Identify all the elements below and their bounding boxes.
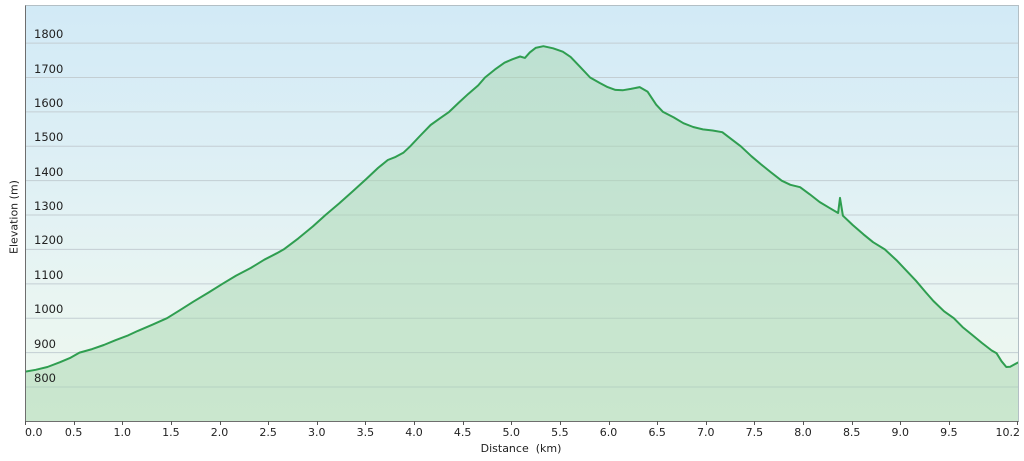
x-axis-tick	[170, 421, 172, 425]
x-axis-title: Distance (km)	[480, 442, 562, 455]
chart-svg	[26, 42, 1018, 421]
x-axis-tick	[900, 421, 902, 425]
x-axis-tick-label: 6.0	[599, 426, 618, 439]
x-axis-tick-label: 10.2	[995, 426, 1021, 439]
x-axis-tick-label: 6.5	[648, 426, 666, 439]
x-axis-tick-label: 2.5	[259, 426, 277, 439]
x-axis-tick	[365, 421, 367, 425]
x-axis-tick	[1017, 421, 1018, 425]
x-axis-tick-label: 7.5	[745, 426, 764, 439]
x-axis-tick-label: 2.0	[210, 426, 229, 439]
x-axis-tick-label: 3.0	[308, 426, 326, 439]
y-axis-tick-label: 800	[34, 370, 56, 385]
y-axis-tick-label: 1400	[34, 164, 64, 179]
x-axis-tick	[705, 421, 707, 425]
chart-plot-area: 800 900 1000 1100 1200 1300 1400 1500 1600 1700 18…	[25, 5, 1019, 422]
x-axis-tick	[754, 421, 756, 425]
x-axis-tick-label: 5.5	[551, 426, 569, 439]
x-axis-tick	[851, 421, 853, 425]
x-axis-tick	[219, 421, 221, 425]
x-axis-tick	[608, 421, 610, 425]
x-axis-tick-label: 9.0	[891, 426, 910, 439]
x-axis-tick-label: 1.5	[162, 426, 180, 439]
x-axis-tick	[803, 421, 804, 425]
x-axis-tick	[122, 421, 124, 425]
x-axis-tick	[268, 421, 270, 425]
x-axis-tick	[462, 421, 464, 425]
y-axis-tick-label: 900	[34, 336, 56, 351]
x-axis-tick-label: 8.5	[842, 426, 861, 439]
y-axis-tick-label: 1500	[34, 130, 64, 145]
x-axis-tick-label: 1.0	[113, 426, 132, 439]
x-axis-tick	[559, 421, 561, 425]
x-axis-tick	[73, 421, 75, 425]
elevation-area-fill	[26, 46, 1018, 421]
y-axis-title: Elevation (m)	[7, 180, 21, 254]
y-axis-tick-label: 1700	[34, 61, 64, 76]
x-axis-tick-label: 3.5	[356, 426, 375, 439]
x-axis-tick-label: 8.0	[794, 426, 812, 439]
x-axis-tick	[511, 421, 513, 425]
x-axis-tick	[316, 421, 318, 425]
x-axis-tick-label: 4.0	[405, 426, 423, 439]
y-axis-tick-label: 1800	[34, 27, 64, 42]
x-axis-tick	[657, 421, 659, 425]
y-axis-tick-label: 1300	[34, 199, 64, 214]
x-axis-tick-label: 4.5	[453, 426, 472, 439]
x-axis-tick	[414, 421, 415, 425]
x-axis-tick-label: 0.5	[64, 426, 83, 439]
x-axis-tick-label: 9.5	[940, 426, 958, 439]
y-axis-tick-label: 1100	[34, 267, 64, 282]
x-axis-tick-label: 5.0	[502, 426, 521, 439]
elevation-line	[26, 45, 1018, 373]
x-axis-tick	[948, 421, 950, 425]
x-axis-tick-label: 7.0	[697, 426, 715, 439]
y-axis-tick-label: 1600	[34, 95, 64, 110]
y-axis-tick-label: 1200	[34, 233, 64, 248]
x-axis-tick-label: 0.0	[25, 426, 43, 439]
x-axis-tick	[25, 421, 26, 425]
y-axis-tick-label: 1000	[34, 302, 64, 317]
